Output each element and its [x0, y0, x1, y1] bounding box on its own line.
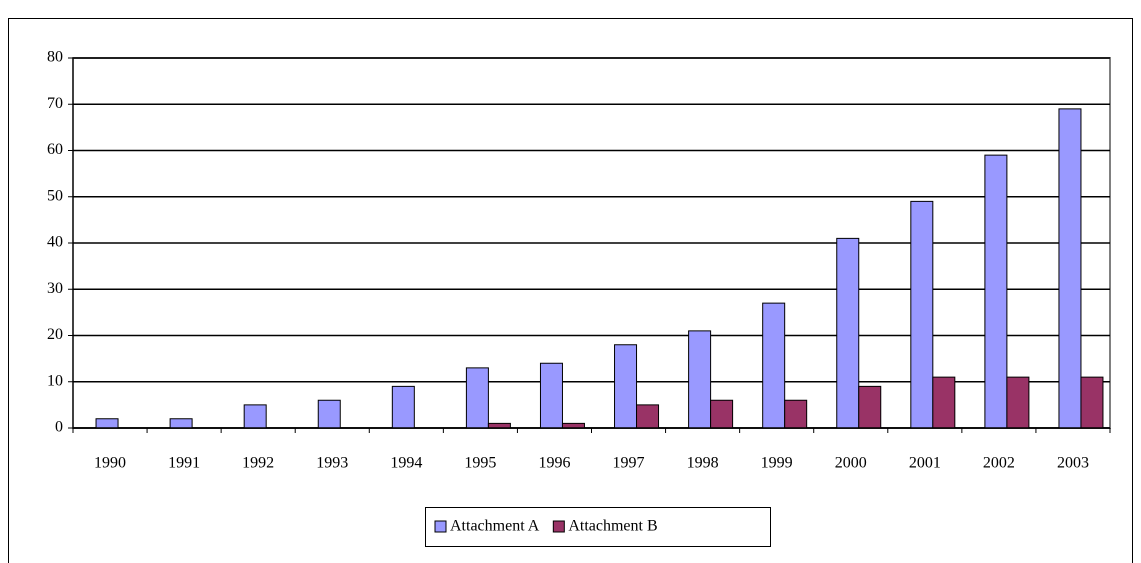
bar: [984, 154, 1008, 429]
bar: [836, 237, 860, 429]
bar: [243, 404, 267, 429]
y-tick-label: 60: [47, 141, 63, 158]
bar: [858, 385, 882, 429]
bar: [465, 367, 489, 429]
bar: [910, 200, 934, 429]
y-tick-label: 40: [47, 234, 63, 251]
bar: [317, 399, 341, 429]
y-tick-label: 50: [47, 187, 63, 204]
bar: [784, 399, 808, 429]
x-tick-label: 2003: [1057, 455, 1089, 472]
x-tick-label: 1996: [538, 455, 570, 472]
x-tick-label: 1993: [316, 455, 348, 472]
y-tick-label: 70: [47, 95, 63, 112]
x-tick-label: 1995: [464, 455, 496, 472]
x-tick-label: 2001: [909, 455, 941, 472]
x-tick-label: 1997: [613, 455, 645, 472]
bar: [169, 418, 193, 429]
legend-swatch: [434, 520, 447, 533]
bar: [762, 302, 786, 429]
bar: [95, 418, 119, 429]
y-tick-label: 0: [55, 419, 63, 436]
legend-swatch: [552, 520, 565, 533]
y-tick-label: 80: [47, 49, 63, 66]
y-tick-label: 10: [47, 372, 63, 389]
x-tick-label: 1999: [761, 455, 793, 472]
chart-frame: [8, 18, 1133, 563]
x-tick-label: 1991: [168, 455, 200, 472]
y-tick-label: 30: [47, 280, 63, 297]
legend-box: [425, 507, 771, 547]
bar: [391, 385, 415, 429]
bar: [636, 404, 660, 429]
bar: [688, 330, 712, 429]
bar: [932, 376, 956, 429]
legend-label: Attachment A: [450, 518, 540, 535]
bar: [710, 399, 734, 429]
x-tick-label: 2002: [983, 455, 1015, 472]
bar: [1006, 376, 1030, 429]
bar: [1080, 376, 1104, 429]
x-tick-label: 1994: [390, 455, 422, 472]
bar: [614, 344, 638, 429]
y-tick-label: 20: [47, 326, 63, 343]
bar: [539, 362, 563, 429]
x-tick-label: 1998: [687, 455, 719, 472]
x-tick-label: 1990: [94, 455, 126, 472]
legend-label: Attachment B: [568, 518, 657, 535]
x-tick-label: 1992: [242, 455, 274, 472]
bar: [1058, 108, 1082, 429]
x-tick-label: 2000: [835, 455, 867, 472]
